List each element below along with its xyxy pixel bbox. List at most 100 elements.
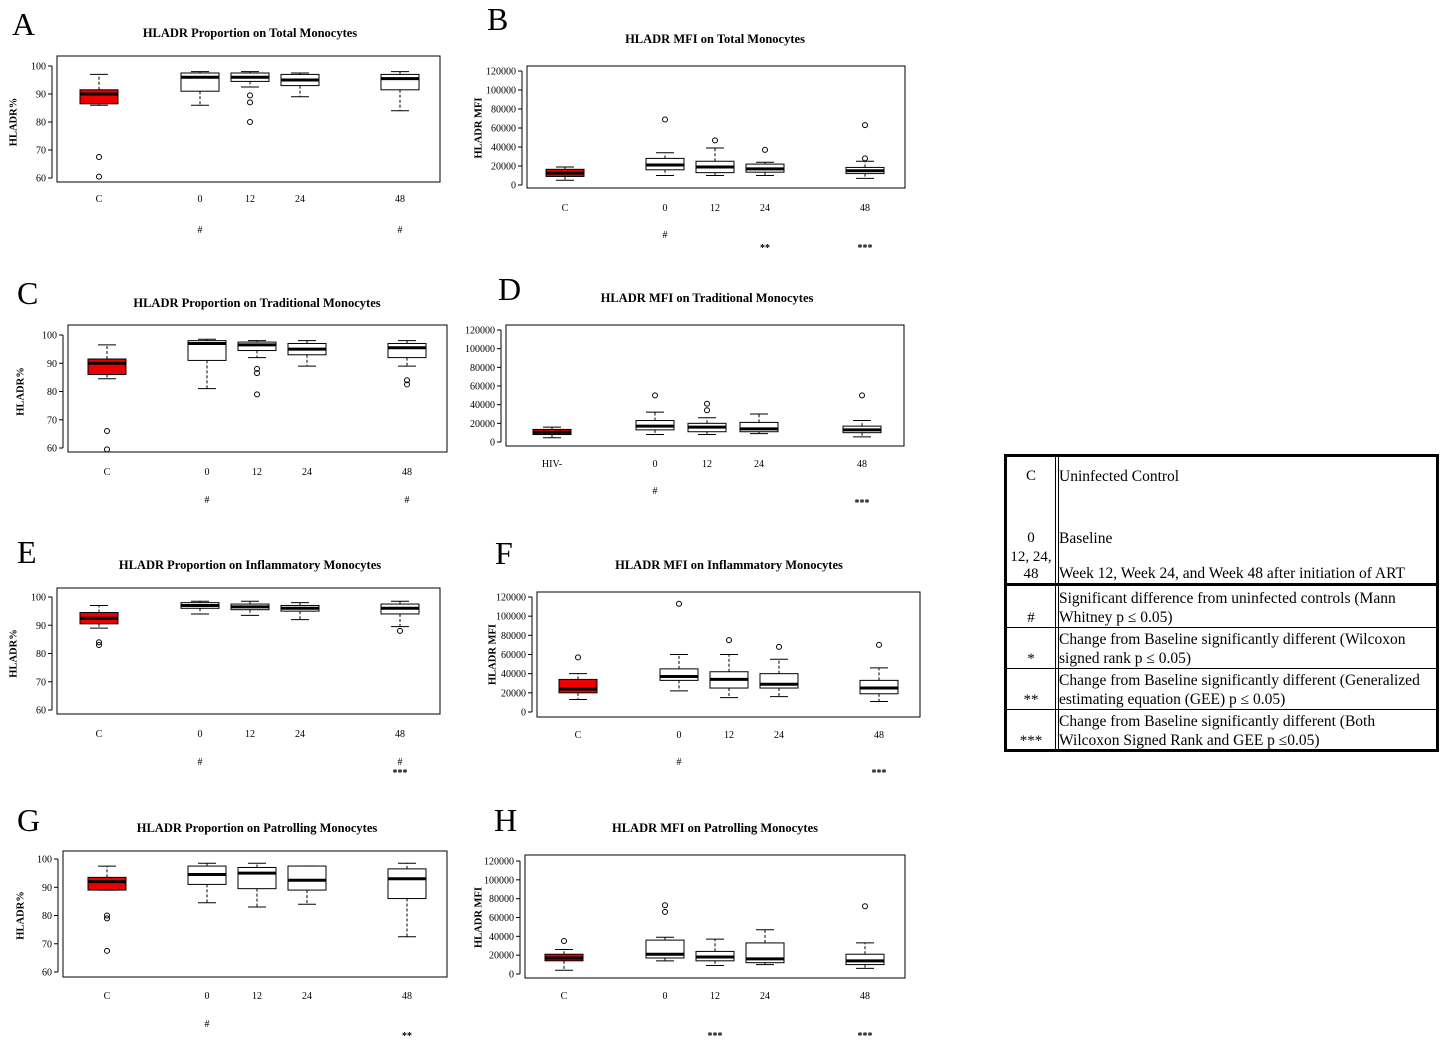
x-tick-label: 12 xyxy=(710,203,720,214)
legend-desc: Significant difference from uninfected c… xyxy=(1059,590,1396,626)
significance-marker: # xyxy=(205,1019,210,1030)
y-tick-label: 100 xyxy=(31,62,46,73)
x-tick-label: 12 xyxy=(252,991,262,1002)
y-tick-label: 60000 xyxy=(491,124,516,135)
box-48 xyxy=(380,600,420,634)
legend-code: # xyxy=(1027,610,1035,626)
x-tick-label: 0 xyxy=(663,991,668,1002)
outlier-point xyxy=(726,637,732,644)
box-24 xyxy=(280,72,320,98)
outlier-point xyxy=(561,938,567,945)
box-C xyxy=(544,938,584,971)
panel-title: HLADR Proportion on Inflammatory Monocyt… xyxy=(119,558,381,572)
outlier-point xyxy=(104,428,110,435)
y-tick-label: 80 xyxy=(36,649,46,660)
box-12 xyxy=(687,400,727,436)
box-24 xyxy=(280,602,320,621)
y-tick-label: 80 xyxy=(42,911,52,922)
x-tick-label: 48 xyxy=(395,194,405,205)
y-tick-label: 70 xyxy=(47,415,57,426)
box-C xyxy=(87,344,127,453)
y-tick-label: 70 xyxy=(36,146,46,157)
box-0 xyxy=(635,392,675,436)
outlier-point xyxy=(96,173,102,180)
legend-desc: Uninfected Control xyxy=(1059,467,1180,485)
significance-marker: # xyxy=(205,495,210,506)
outlier-point xyxy=(104,446,110,453)
outlier-point xyxy=(704,407,710,414)
panel-title: HLADR MFI on Traditional Monocytes xyxy=(601,291,814,305)
panel-title: HLADR Proportion on Patrolling Monocytes xyxy=(137,821,378,835)
y-tick-label: 40000 xyxy=(489,932,514,943)
significance-marker: *** xyxy=(858,1031,873,1042)
box-0 xyxy=(187,862,227,904)
x-tick-label: 24 xyxy=(295,194,305,205)
x-tick-label: 24 xyxy=(774,730,784,741)
outlier-point xyxy=(652,392,658,399)
y-tick-label: 60 xyxy=(42,968,52,979)
panel-letter: D xyxy=(498,271,521,307)
panel-d: D HLADR MFI on Traditional Monocytes 0 2000… xyxy=(465,271,905,509)
x-tick-label: 0 xyxy=(653,459,658,470)
x-tick-label: C xyxy=(562,203,569,214)
outlier-point xyxy=(254,365,260,372)
y-tick-label: 100 xyxy=(37,855,52,866)
outlier-point xyxy=(404,377,410,384)
y-tick-label: 100000 xyxy=(465,344,495,355)
x-tick-label: 0 xyxy=(198,194,203,205)
panel-letter: G xyxy=(17,802,40,838)
y-tick-label: 60000 xyxy=(470,382,495,393)
box-24 xyxy=(745,929,785,966)
y-tick-label: 60000 xyxy=(501,650,526,661)
y-axis-label: HLADR MFI xyxy=(487,624,498,685)
legend-row-control: C Uninfected Control xyxy=(1007,457,1436,495)
box-body xyxy=(87,876,127,891)
box-24 xyxy=(287,340,327,367)
box-body xyxy=(659,668,699,681)
y-tick-label: 90 xyxy=(36,621,46,632)
box-12 xyxy=(695,938,735,967)
x-tick-label: 48 xyxy=(857,459,867,470)
plot-frame xyxy=(526,65,906,189)
y-tick-label: 100000 xyxy=(486,86,516,97)
box-12 xyxy=(709,637,749,699)
legend-desc: Change from Baseline significantly diffe… xyxy=(1059,713,1376,749)
x-tick-label: 12 xyxy=(724,730,734,741)
panel-title: HLADR MFI on Total Monocytes xyxy=(625,32,805,46)
y-tick-label: 80000 xyxy=(501,631,526,642)
y-tick-label: 60 xyxy=(47,444,57,455)
significance-marker: # xyxy=(398,225,403,236)
box-48 xyxy=(845,903,885,969)
x-tick-label: 0 xyxy=(205,467,210,478)
y-tick-label: 80000 xyxy=(489,894,514,905)
box-body xyxy=(79,89,119,105)
panel-h: H HLADR MFI on Patrolling Monocytes 0 20000… xyxy=(473,802,906,1042)
y-tick-label: 120000 xyxy=(484,857,514,868)
y-tick-label: 100 xyxy=(31,593,46,604)
y-tick-label: 120000 xyxy=(465,326,495,337)
legend-divider xyxy=(1007,709,1436,710)
x-tick-label: C xyxy=(104,467,111,478)
significance-marker: ** xyxy=(760,243,770,254)
box-48 xyxy=(380,71,420,112)
y-tick-label: 100000 xyxy=(496,612,526,623)
box-0 xyxy=(645,902,685,962)
outlier-point xyxy=(862,155,868,162)
panel-letter: A xyxy=(12,6,35,42)
panel-letter: E xyxy=(17,534,37,570)
x-tick-label: 24 xyxy=(760,203,770,214)
y-tick-label: 0 xyxy=(521,708,526,719)
x-tick-label: 0 xyxy=(198,729,203,740)
legend-row-weeks: 12, 24, 48 Week 12, Week 24, and Week 48… xyxy=(1007,545,1436,583)
plot-frame xyxy=(505,324,905,447)
box-body xyxy=(387,868,427,900)
legend-divider xyxy=(1007,583,1436,586)
y-axis-label: HLADR% xyxy=(8,629,19,677)
x-tick-label: 0 xyxy=(663,203,668,214)
significance-marker: *** xyxy=(872,768,887,779)
panel-e: E HLADR Proportion on Inflammatory Monocy… xyxy=(8,534,441,779)
outlier-point xyxy=(862,122,868,129)
box-24 xyxy=(759,643,799,698)
panel-g: G HLADR Proportion on Patrolling Monocyte… xyxy=(15,802,448,1042)
y-tick-label: 0 xyxy=(511,181,516,192)
